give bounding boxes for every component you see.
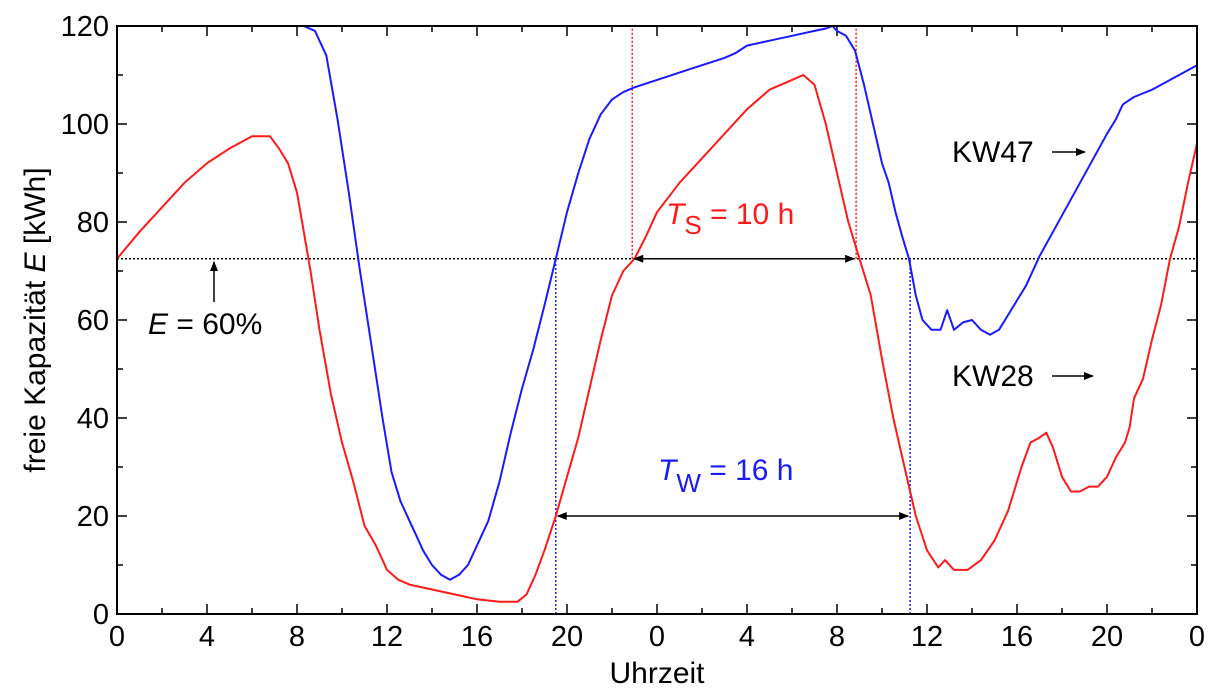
y-axis-title-suffix: [kWh] (19, 167, 52, 252)
plot-frame (116, 25, 1198, 615)
x-tick-label: 0 (649, 621, 665, 653)
series-line-kw47 (303, 25, 1198, 581)
y-axis-title: freie Kapazität E [kWh] (19, 167, 52, 472)
y-tick-label: 60 (77, 305, 109, 337)
x-tick-label: 8 (829, 621, 845, 653)
ts-var: T (666, 198, 687, 231)
tw-sub: W (676, 468, 701, 498)
x-tick-label: 8 (289, 621, 305, 653)
y-tick-label: 0 (93, 599, 109, 631)
tw-interval-label: TW = 16 h (658, 454, 793, 498)
x-tick-label: 4 (739, 621, 755, 653)
y-tick-label: 20 (77, 501, 109, 533)
ts-sub: S (684, 210, 701, 240)
x-tick-label: 12 (911, 621, 943, 653)
tw-var: T (658, 454, 679, 487)
x-tick-label: 16 (461, 621, 493, 653)
e-threshold-label: E = 60% (148, 308, 262, 341)
ts-interval-label: TS = 10 h (666, 198, 794, 240)
y-tick-label: 100 (61, 109, 109, 141)
ts-rest: = 10 h (702, 198, 795, 231)
x-tick-label: 0 (1189, 621, 1205, 653)
x-tick-label: 12 (371, 621, 403, 653)
y-tick-label: 40 (77, 403, 109, 435)
x-axis-title: Uhrzeit (609, 657, 705, 689)
y-axis-title-prefix: freie Kapazität (19, 272, 52, 472)
series-line-kw28 (116, 74, 1198, 603)
y-tick-label: 120 (61, 11, 109, 43)
x-tick-label: 20 (1091, 621, 1123, 653)
x-tick-label: 16 (1001, 621, 1033, 653)
x-tick-label: 0 (109, 621, 125, 653)
plot-area (117, 26, 1197, 614)
y-axis-title-variable: E (19, 251, 52, 272)
y-tick-label: 80 (77, 207, 109, 239)
e-var: E (148, 308, 169, 341)
kw28-label: KW28 (952, 360, 1034, 393)
e-rest: = 60% (168, 308, 262, 341)
overlays (556, 254, 910, 520)
kw47-label: KW47 (952, 136, 1034, 169)
tw-rest: = 16 h (701, 454, 794, 487)
x-tick-label: 20 (551, 621, 583, 653)
x-tick-label: 4 (199, 621, 215, 653)
